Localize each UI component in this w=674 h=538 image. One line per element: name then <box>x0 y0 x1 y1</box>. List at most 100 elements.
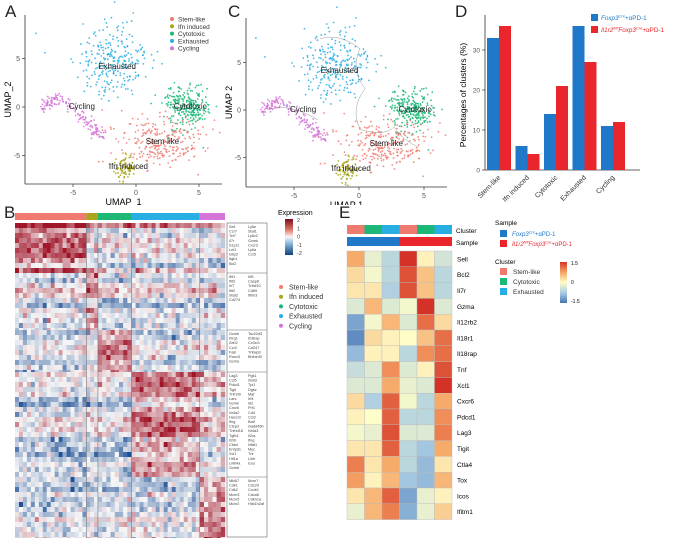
heatmap-cell <box>74 387 79 393</box>
umap-point <box>151 140 154 143</box>
umap-point <box>407 154 409 157</box>
y-axis-label: UMAP 2 <box>225 86 234 119</box>
umap-point <box>130 165 132 168</box>
umap-point <box>123 66 126 69</box>
umap-point <box>144 147 147 150</box>
heatmap-cell <box>114 303 120 309</box>
umap-point <box>429 120 431 123</box>
heatmap-cell <box>208 482 213 488</box>
heatmap-cell <box>78 228 83 234</box>
umap-point <box>373 157 376 160</box>
heatmap-cell <box>38 360 43 366</box>
heatmap-cell <box>78 437 83 443</box>
heatmap-cell <box>183 258 188 264</box>
heatmap-cell <box>22 412 28 418</box>
heatmap-cell <box>135 442 140 448</box>
heatmap-cell <box>38 278 43 284</box>
heatmap-cell <box>183 447 188 453</box>
heatmap-cell <box>118 243 124 249</box>
heatmap-cell <box>42 355 47 361</box>
heatmap-cell <box>118 278 124 284</box>
umap-point <box>163 144 166 146</box>
heatmap-cell <box>54 288 59 294</box>
heatmap-cell <box>114 340 120 346</box>
heatmap-cell <box>216 350 221 356</box>
heatmap-cell <box>54 238 59 244</box>
heatmap-cell <box>74 452 79 458</box>
heatmap-cell <box>167 462 172 468</box>
heatmap-cell <box>155 462 160 468</box>
umap-point <box>159 152 161 155</box>
heatmap-cell <box>159 477 164 483</box>
heatmap-cell <box>62 253 67 259</box>
umap-point <box>324 61 327 63</box>
heatmap-cell <box>30 350 36 356</box>
heatmap-cell <box>70 412 75 418</box>
umap-point <box>88 42 91 45</box>
heatmap-cell <box>110 263 115 269</box>
umap-point <box>88 121 91 124</box>
heatmap-cell <box>139 283 144 289</box>
umap-point <box>393 91 396 94</box>
cluster-points-exhausted <box>35 1 185 107</box>
umap-point <box>261 110 264 113</box>
umap-point <box>132 67 135 70</box>
heatmap-cell <box>74 447 79 453</box>
heatmap-cell <box>58 273 63 279</box>
heatmap-cell <box>191 355 196 361</box>
heatmap-cell <box>216 365 221 371</box>
heatmap-cell <box>94 412 99 418</box>
heatmap-cell <box>114 263 120 269</box>
heatmap-cell <box>74 223 79 229</box>
heatmap-cell <box>46 372 51 378</box>
heatmap-cell <box>131 432 136 438</box>
heatmap-cell <box>110 293 115 299</box>
umap-point <box>136 124 138 127</box>
umap-point <box>415 146 418 149</box>
heatmap-cell <box>78 233 83 239</box>
heatmap-cell <box>216 467 221 473</box>
heatmap-cell <box>135 268 140 274</box>
umap-point <box>374 57 376 60</box>
heatmap-cell <box>102 432 107 438</box>
heatmap-cell <box>216 238 221 244</box>
umap-point <box>397 141 400 144</box>
heatmap-cell <box>50 392 55 398</box>
heatmap-cell <box>127 223 132 229</box>
umap-point <box>387 149 389 152</box>
heatmap-cell <box>167 248 172 254</box>
umap-point <box>190 104 193 107</box>
heatmap-cell <box>216 293 221 299</box>
heatmap-cell <box>159 268 164 274</box>
heatmap-cell <box>123 345 128 351</box>
heatmap-cell <box>54 318 59 324</box>
umap-point <box>120 159 123 162</box>
heatmap-cell <box>163 377 168 383</box>
heatmap-cell <box>159 397 164 403</box>
heatmap-cell <box>135 377 140 383</box>
umap-point <box>183 105 186 108</box>
heatmap-cell <box>175 467 180 473</box>
umap-point <box>109 126 112 129</box>
heatmap-cell <box>26 382 32 388</box>
heatmap-cell <box>183 335 188 341</box>
heatmap-cell <box>42 472 47 478</box>
heatmap-cell <box>155 308 160 314</box>
umap-point <box>400 130 403 133</box>
umap-point <box>319 136 322 139</box>
heatmap-cell <box>26 335 32 341</box>
heatmap-cell <box>171 278 176 284</box>
umap-point <box>428 109 431 112</box>
heatmap-cell <box>139 253 144 259</box>
umap-point <box>354 45 357 48</box>
umap-point <box>417 106 420 109</box>
heatmap-cell <box>175 387 180 393</box>
heatmap-cell <box>106 288 111 294</box>
heatmap-cell <box>187 248 192 254</box>
umap-point <box>169 166 172 169</box>
heatmap-cell <box>151 397 156 403</box>
umap-point <box>182 129 185 132</box>
umap-point <box>376 164 379 167</box>
bar-foxp3-exhausted <box>572 26 585 170</box>
